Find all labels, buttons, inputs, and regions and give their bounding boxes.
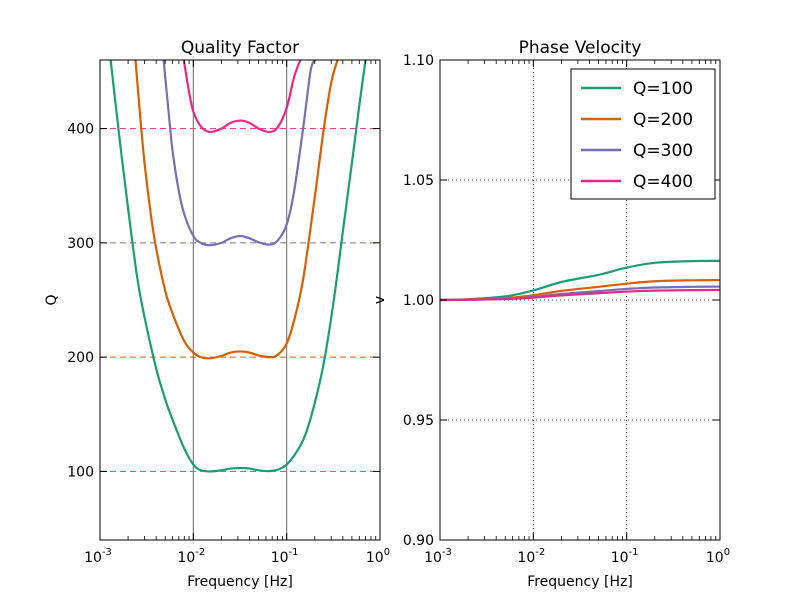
x-tick-label-2: 10-1: [271, 547, 299, 566]
series-line-3: [440, 288, 720, 302]
phase-velocity-yticks: 0.90 0.95 1.00 1.05 1.10: [403, 53, 720, 549]
x-tick-label-3: 100: [706, 547, 730, 566]
x-tick-label-0: 10-3: [424, 547, 452, 566]
legend-label-1: Q=200: [633, 110, 693, 130]
x-tick-base: 10: [611, 550, 629, 566]
x-tick-base: 10: [84, 550, 102, 566]
series-line-2: [162, 60, 316, 247]
y-tick-label-3: 400: [67, 122, 94, 138]
phase-velocity-panel: Phase Velocity Frequency [Hz] v 10-3 10-2…: [372, 38, 730, 590]
x-tick-base: 10: [177, 550, 195, 566]
y-tick-label-2: 300: [67, 236, 94, 252]
legend-label-3: Q=400: [633, 172, 693, 192]
target-lines: [100, 128, 380, 472]
x-tick-exponent: -2: [535, 547, 545, 558]
quality-factor-title: Quality Factor: [181, 38, 299, 58]
quality-factor-xlabel: Frequency [Hz]: [187, 574, 293, 590]
phase-velocity-series: [440, 259, 720, 302]
x-tick-base: 10: [706, 550, 724, 566]
x-tick-exponent: -2: [195, 547, 205, 558]
x-tick-exponent: 0: [724, 547, 730, 558]
y-tick-label-0: 100: [67, 464, 94, 480]
quality-factor-panel: Quality Factor Frequency [Hz] Q 10-3 10-2…: [44, 38, 390, 590]
y-tick-label-2: 1.00: [403, 293, 434, 309]
quality-factor-yticks: 100 200 300 400: [67, 122, 380, 480]
reference-frequency-lines: [192, 60, 288, 540]
x-tick-base: 10: [366, 550, 384, 566]
x-tick-exponent: -3: [102, 547, 112, 558]
x-tick-base: 10: [517, 550, 535, 566]
y-tick-label-1: 0.95: [403, 413, 434, 429]
x-tick-exponent: -1: [629, 547, 639, 558]
series-line-0: [109, 60, 367, 473]
legend-label-0: Q=100: [633, 79, 693, 99]
phase-velocity-ylabel: v: [372, 296, 388, 304]
y-tick-label-4: 1.10: [403, 53, 434, 69]
x-tick-exponent: -1: [289, 547, 299, 558]
quality-factor-series: [109, 60, 367, 473]
x-tick-label-1: 10-2: [517, 547, 545, 566]
legend-label-2: Q=300: [633, 141, 693, 161]
phase-velocity-xticks: 10-3 10-2 10-1 100: [424, 60, 730, 566]
x-tick-label-0: 10-3: [84, 547, 112, 566]
x-tick-exponent: 0: [384, 547, 390, 558]
y-tick-label-1: 200: [67, 350, 94, 366]
y-tick-label-3: 1.05: [403, 173, 434, 189]
x-tick-base: 10: [271, 550, 289, 566]
quality-factor-ylabel: Q: [44, 294, 60, 305]
quality-factor-frame: [99, 59, 381, 541]
quality-factor-xticks: 10-3 10-2 10-1 100: [84, 60, 390, 566]
series-line-1: [134, 60, 339, 360]
x-tick-label-1: 10-2: [177, 547, 205, 566]
x-tick-base: 10: [424, 550, 442, 566]
phase-velocity-xlabel: Frequency [Hz]: [527, 574, 633, 590]
x-tick-label-3: 100: [366, 547, 390, 566]
legend: Q=100 Q=200 Q=300 Q=400: [570, 68, 716, 200]
x-tick-label-2: 10-1: [611, 547, 639, 566]
phase-velocity-title: Phase Velocity: [519, 38, 642, 58]
legend-box: [570, 68, 716, 200]
series-line-3: [182, 60, 302, 134]
y-tick-label-0: 0.90: [403, 533, 434, 549]
x-tick-exponent: -3: [442, 547, 452, 558]
